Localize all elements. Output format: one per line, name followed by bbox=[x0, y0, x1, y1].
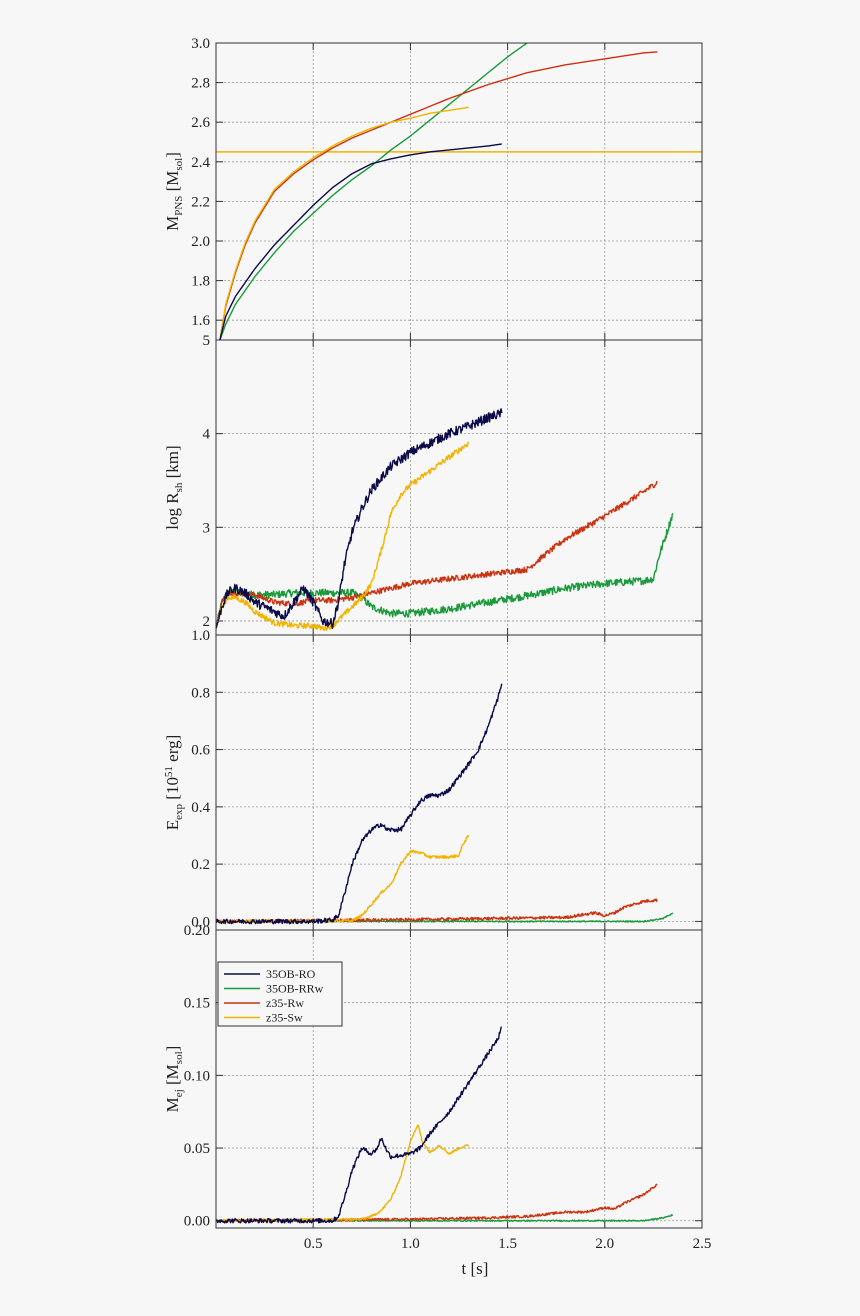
y-axis-title-part: exp bbox=[173, 803, 185, 819]
y-tick-label: 2.8 bbox=[191, 76, 210, 92]
series-line-35OB-RO bbox=[216, 408, 503, 629]
series-group bbox=[216, 43, 702, 340]
series-line-35OB-RO bbox=[216, 683, 503, 925]
y-tick-label: 1.0 bbox=[191, 628, 210, 644]
y-axis-title-part: erg] bbox=[163, 735, 182, 766]
y-axis-title: Eexp [1051 erg] bbox=[163, 735, 185, 831]
y-tick-label: 1.8 bbox=[191, 274, 210, 290]
y-axis-title-part: PNS bbox=[173, 196, 185, 216]
x-tick-label: 1.5 bbox=[498, 1236, 517, 1252]
x-tick-label: 2.0 bbox=[595, 1236, 614, 1252]
y-tick-label: 0.0 bbox=[191, 914, 210, 930]
panel-rsh: 2 3 4 5 log Rsh [km] bbox=[163, 333, 703, 636]
y-axis-title-part: 51 bbox=[163, 766, 175, 777]
y-axis-title-part: sol bbox=[173, 158, 185, 171]
y-axis-title-part: sh bbox=[173, 482, 185, 492]
y-tick-label: 5 bbox=[203, 333, 211, 349]
y-tick-label: 0.6 bbox=[191, 743, 210, 759]
legend-label: z35-Rw bbox=[266, 996, 304, 1010]
y-axis-title-part: ] bbox=[163, 1046, 182, 1052]
series-line-z35-Rw bbox=[216, 1183, 658, 1223]
y-tick-label: 0.8 bbox=[191, 685, 210, 701]
y-axis-title: log Rsh [km] bbox=[163, 445, 185, 529]
legend-label: z35-Sw bbox=[266, 1011, 303, 1025]
legend-box bbox=[217, 961, 343, 1027]
y-tick-label: 4 bbox=[203, 427, 211, 443]
y-axis-title-part: sol bbox=[173, 1051, 185, 1064]
series-line-35OB-RRw bbox=[216, 512, 674, 629]
y-tick-label: 2.4 bbox=[191, 155, 210, 171]
y-axis-title-part: [M bbox=[163, 1064, 182, 1089]
y-tick-label: 0.10 bbox=[184, 1068, 210, 1084]
y-axis-title-part: ej bbox=[173, 1089, 185, 1097]
y-axis-title-part: [km] bbox=[163, 445, 182, 482]
y-tick-label: 0.15 bbox=[184, 996, 210, 1012]
series-line-z35-Sw bbox=[216, 441, 470, 631]
x-tick-label: 1.0 bbox=[401, 1236, 420, 1252]
plot-frame bbox=[215, 929, 703, 1229]
x-tick-label: 2.5 bbox=[693, 1236, 712, 1252]
y-tick-label: 2.6 bbox=[191, 115, 210, 131]
y-tick-label: 1.6 bbox=[191, 313, 210, 329]
panel-mej: 0.00 0.05 0.10 0.15 0.20 0.5 1.0 1.5 2.0 2.5 t [s]… bbox=[163, 923, 711, 1278]
legend-label: 35OB-RO bbox=[266, 967, 316, 981]
y-axis-title: MPNS [Msol] bbox=[163, 152, 185, 231]
y-tick-label: 0.2 bbox=[191, 857, 210, 873]
x-axis-title: t [s] bbox=[462, 1259, 489, 1278]
y-axis-title-part: M bbox=[163, 1097, 182, 1112]
series-line-35OB-RO bbox=[216, 1026, 502, 1224]
x-tick-label: 0.5 bbox=[304, 1236, 323, 1252]
y-tick-label: 0.00 bbox=[184, 1214, 210, 1230]
y-tick-label: 0.4 bbox=[191, 800, 210, 816]
y-axis-title-part: ] bbox=[163, 152, 182, 158]
series-line-z35-Sw bbox=[219, 106, 469, 340]
y-tick-label: 0.05 bbox=[184, 1141, 210, 1157]
y-tick-label: 2.0 bbox=[191, 234, 210, 250]
y-tick-label: 3.0 bbox=[191, 36, 210, 52]
y-tick-label: 3 bbox=[203, 520, 211, 536]
legend-label: 35OB-RRw bbox=[266, 982, 324, 996]
y-axis-title-part: [M bbox=[163, 171, 182, 196]
series-line-z35-Rw bbox=[219, 51, 658, 340]
y-tick-label: 2 bbox=[203, 614, 211, 630]
series-line-35OB-RO bbox=[219, 143, 502, 340]
series-group bbox=[216, 408, 674, 631]
y-axis-title-part: [10 bbox=[163, 777, 182, 804]
y-axis-title-part: E bbox=[163, 820, 182, 830]
y-axis-title: Mej [Msol] bbox=[163, 1046, 185, 1113]
y-axis-title-part: M bbox=[163, 216, 182, 231]
y-tick-label: 0.20 bbox=[184, 923, 210, 939]
series-group bbox=[216, 1026, 674, 1224]
panel-mpns: 1.6 1.8 2.0 2.2 2.4 2.6 2.8 3.0 MPNS [Msol] bbox=[163, 36, 703, 341]
y-tick-label: 2.2 bbox=[191, 194, 210, 210]
series-group bbox=[216, 683, 674, 925]
y-axis-title-part: log R bbox=[163, 492, 182, 530]
